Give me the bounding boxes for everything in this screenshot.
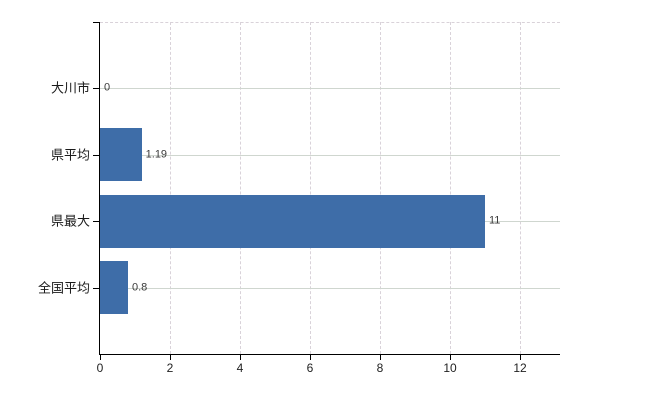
category-gridline <box>100 88 560 90</box>
y-axis-line <box>99 22 100 355</box>
x-axis-line <box>99 354 560 355</box>
x-axis-tick <box>310 355 311 360</box>
vertical-gridline <box>170 22 171 354</box>
bar-value-label: 0.8 <box>132 281 148 294</box>
y-axis-end-tick <box>93 22 100 23</box>
x-axis-tick <box>100 355 101 360</box>
category-label: 大川市 <box>50 80 90 96</box>
bar-value-label: 0 <box>104 81 111 94</box>
bar-4 <box>100 261 128 315</box>
y-axis-tick <box>93 221 100 223</box>
category-label: 全国平均 <box>37 280 90 296</box>
x-tick-label: 6 <box>306 361 314 375</box>
bar-value-label: 11 <box>489 214 501 227</box>
category-label: 県最大 <box>50 213 90 229</box>
category-gridline <box>100 287 560 289</box>
y-axis-tick <box>93 154 100 156</box>
bar-2 <box>100 128 142 182</box>
x-tick-label: 12 <box>513 361 527 375</box>
y-axis-tick <box>93 287 100 289</box>
x-tick-label: 8 <box>376 361 384 375</box>
bar-3 <box>100 194 485 248</box>
vertical-gridline <box>520 22 521 354</box>
x-tick-label: 10 <box>443 361 457 375</box>
vertical-gridline <box>240 22 241 354</box>
x-axis-tick <box>450 355 451 360</box>
y-axis-tick <box>93 88 100 90</box>
category-label: 県平均 <box>50 147 90 163</box>
x-axis-tick <box>380 355 381 360</box>
vertical-gridline <box>310 22 311 354</box>
vertical-gridline <box>380 22 381 354</box>
category-gridline <box>100 154 560 156</box>
x-axis-tick <box>520 355 521 360</box>
plot-top-border <box>100 22 560 23</box>
x-axis-tick <box>170 355 171 360</box>
x-tick-label: 0 <box>96 361 104 375</box>
vertical-gridline <box>450 22 451 354</box>
x-axis-tick <box>240 355 241 360</box>
plot-area: 0 1.19 11 0.8 <box>100 22 560 354</box>
x-tick-label: 4 <box>236 361 244 375</box>
x-tick-label: 2 <box>166 361 174 375</box>
bar-value-label: 1.19 <box>145 148 168 161</box>
